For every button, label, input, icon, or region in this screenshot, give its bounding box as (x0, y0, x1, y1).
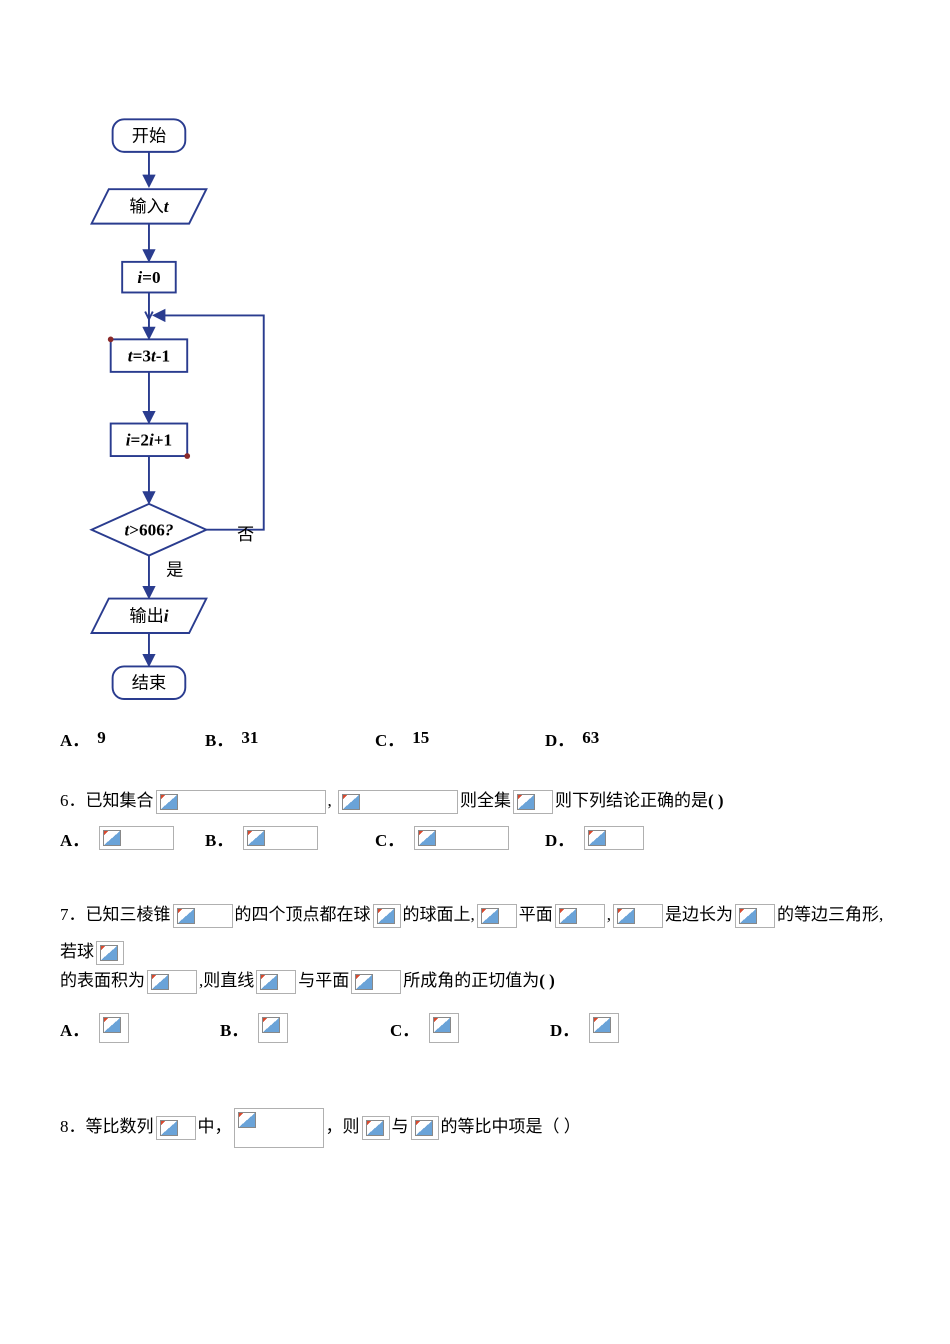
opt-label: A． (60, 1016, 89, 1041)
q7-text: 与平面 (298, 971, 349, 990)
opt-label: D． (545, 726, 574, 751)
broken-image-icon (99, 1013, 129, 1043)
flowchart-diagram: 开始 输入t i=0 t=3t-1 i=2i+1 t>606? 否 是 (82, 98, 302, 728)
q8-text: 与 (392, 1117, 409, 1136)
q8-line: 8．等比数列 中， ，则 与 的等比中项是（ ） (60, 1108, 890, 1148)
broken-image-icon (429, 1013, 459, 1043)
opt-label: B． (205, 726, 233, 751)
node-output-label: 输出i (129, 607, 168, 626)
broken-image-icon (351, 970, 401, 994)
node-init-label: i=0 (137, 268, 160, 287)
q6-text-2: , (328, 791, 337, 810)
broken-image-icon (234, 1108, 324, 1148)
q5-option-d: D． 63 (545, 726, 599, 751)
q6-line: 6．已知集合, 则全集 则下列结论正确的是( ) (60, 782, 890, 819)
opt-label: B． (205, 826, 233, 851)
q7-text: 所成角的正切值为 (403, 971, 539, 990)
broken-image-icon (613, 904, 663, 928)
broken-image-icon (555, 904, 605, 928)
broken-image-icon (256, 970, 296, 994)
node-end-label: 结束 (132, 673, 166, 692)
broken-image-icon (735, 904, 775, 928)
broken-image-icon (477, 904, 517, 928)
opt-label: C． (390, 1016, 419, 1041)
q8-text: 中， (198, 1117, 232, 1136)
dot-step2-br (184, 453, 190, 459)
q5-option-a: A． 9 (60, 726, 106, 751)
broken-image-icon (513, 790, 553, 814)
q7-option-c: C． (390, 1013, 461, 1043)
node-start-label: 开始 (132, 126, 166, 145)
opt-label: A． (60, 726, 89, 751)
branch-no-label: 否 (237, 525, 254, 544)
opt-label: C． (375, 726, 404, 751)
node-step2-label: i=2i+1 (126, 431, 172, 450)
opt-label: C． (375, 826, 404, 851)
q7-text: 的表面积为 (60, 971, 145, 990)
q6-option-d: D． (545, 826, 646, 851)
flowchart-svg: 开始 输入t i=0 t=3t-1 i=2i+1 t>606? 否 是 (82, 98, 302, 728)
broken-image-icon (411, 1116, 439, 1140)
q5-option-b: B． 31 (205, 726, 258, 751)
opt-value: 31 (241, 728, 258, 748)
broken-image-icon (414, 826, 509, 850)
broken-image-icon (99, 826, 174, 850)
q7-line2: 的表面积为 ,则直线 与平面 所成角的正切值为( ) (60, 962, 890, 999)
q7-text: 的四个顶点都在球 (235, 905, 371, 924)
broken-image-icon (147, 970, 197, 994)
broken-image-icon (589, 1013, 619, 1043)
broken-image-icon (584, 826, 644, 850)
q7-line1: 7．已知三棱锥的四个顶点都在球的球面上,平面,是边长为的等边三角形,若球 (60, 896, 890, 971)
q6-text-1: 已知集合 (86, 791, 154, 810)
opt-value: 15 (412, 728, 429, 748)
opt-value: 63 (582, 728, 599, 748)
q6-text-3: 则全集 (460, 791, 511, 810)
q6-paren: ( ) (708, 791, 724, 810)
node-cond-label: t>606? (124, 520, 173, 539)
q6-option-a: A． (60, 826, 176, 851)
q7-text: 已知三棱锥 (86, 905, 171, 924)
q6-option-b: B． (205, 826, 320, 851)
q7-paren: ( ) (539, 971, 555, 990)
node-step1-label: t=3t-1 (128, 346, 170, 365)
q8-text: ，则 (326, 1117, 360, 1136)
broken-image-icon (243, 826, 318, 850)
q6-number: 6． (60, 791, 86, 810)
broken-image-icon (373, 904, 401, 928)
q7-option-d: D． (550, 1013, 621, 1043)
q6-option-c: C． (375, 826, 511, 851)
broken-image-icon (338, 790, 458, 814)
q8-number: 8． (60, 1117, 86, 1136)
q5-option-c: C． 15 (375, 726, 429, 751)
opt-label: D． (550, 1016, 579, 1041)
q7-text: ,则直线 (199, 971, 254, 990)
broken-image-icon (173, 904, 233, 928)
q7-text: 的球面上, (403, 905, 475, 924)
opt-value: 9 (97, 728, 106, 748)
q6-text-4: 则下列结论正确的是 (555, 791, 708, 810)
q8-text: 的等比中项是（ ） (441, 1117, 581, 1136)
opt-label: D． (545, 826, 574, 851)
q7-option-a: A． (60, 1013, 131, 1043)
node-input-label: 输入t (129, 197, 169, 216)
broken-image-icon (156, 790, 326, 814)
opt-label: A． (60, 826, 89, 851)
dot-step1-tl (108, 336, 114, 342)
q7-number: 7． (60, 905, 86, 924)
q7-text: 平面 (519, 905, 553, 924)
q7-text: 是边长为 (665, 905, 733, 924)
broken-image-icon (362, 1116, 390, 1140)
branch-yes-label: 是 (166, 561, 183, 580)
opt-label: B． (220, 1016, 248, 1041)
broken-image-icon (258, 1013, 288, 1043)
q7-option-b: B． (220, 1013, 290, 1043)
q7-text: , (607, 905, 611, 924)
q8-text: 等比数列 (86, 1117, 154, 1136)
broken-image-icon (156, 1116, 196, 1140)
